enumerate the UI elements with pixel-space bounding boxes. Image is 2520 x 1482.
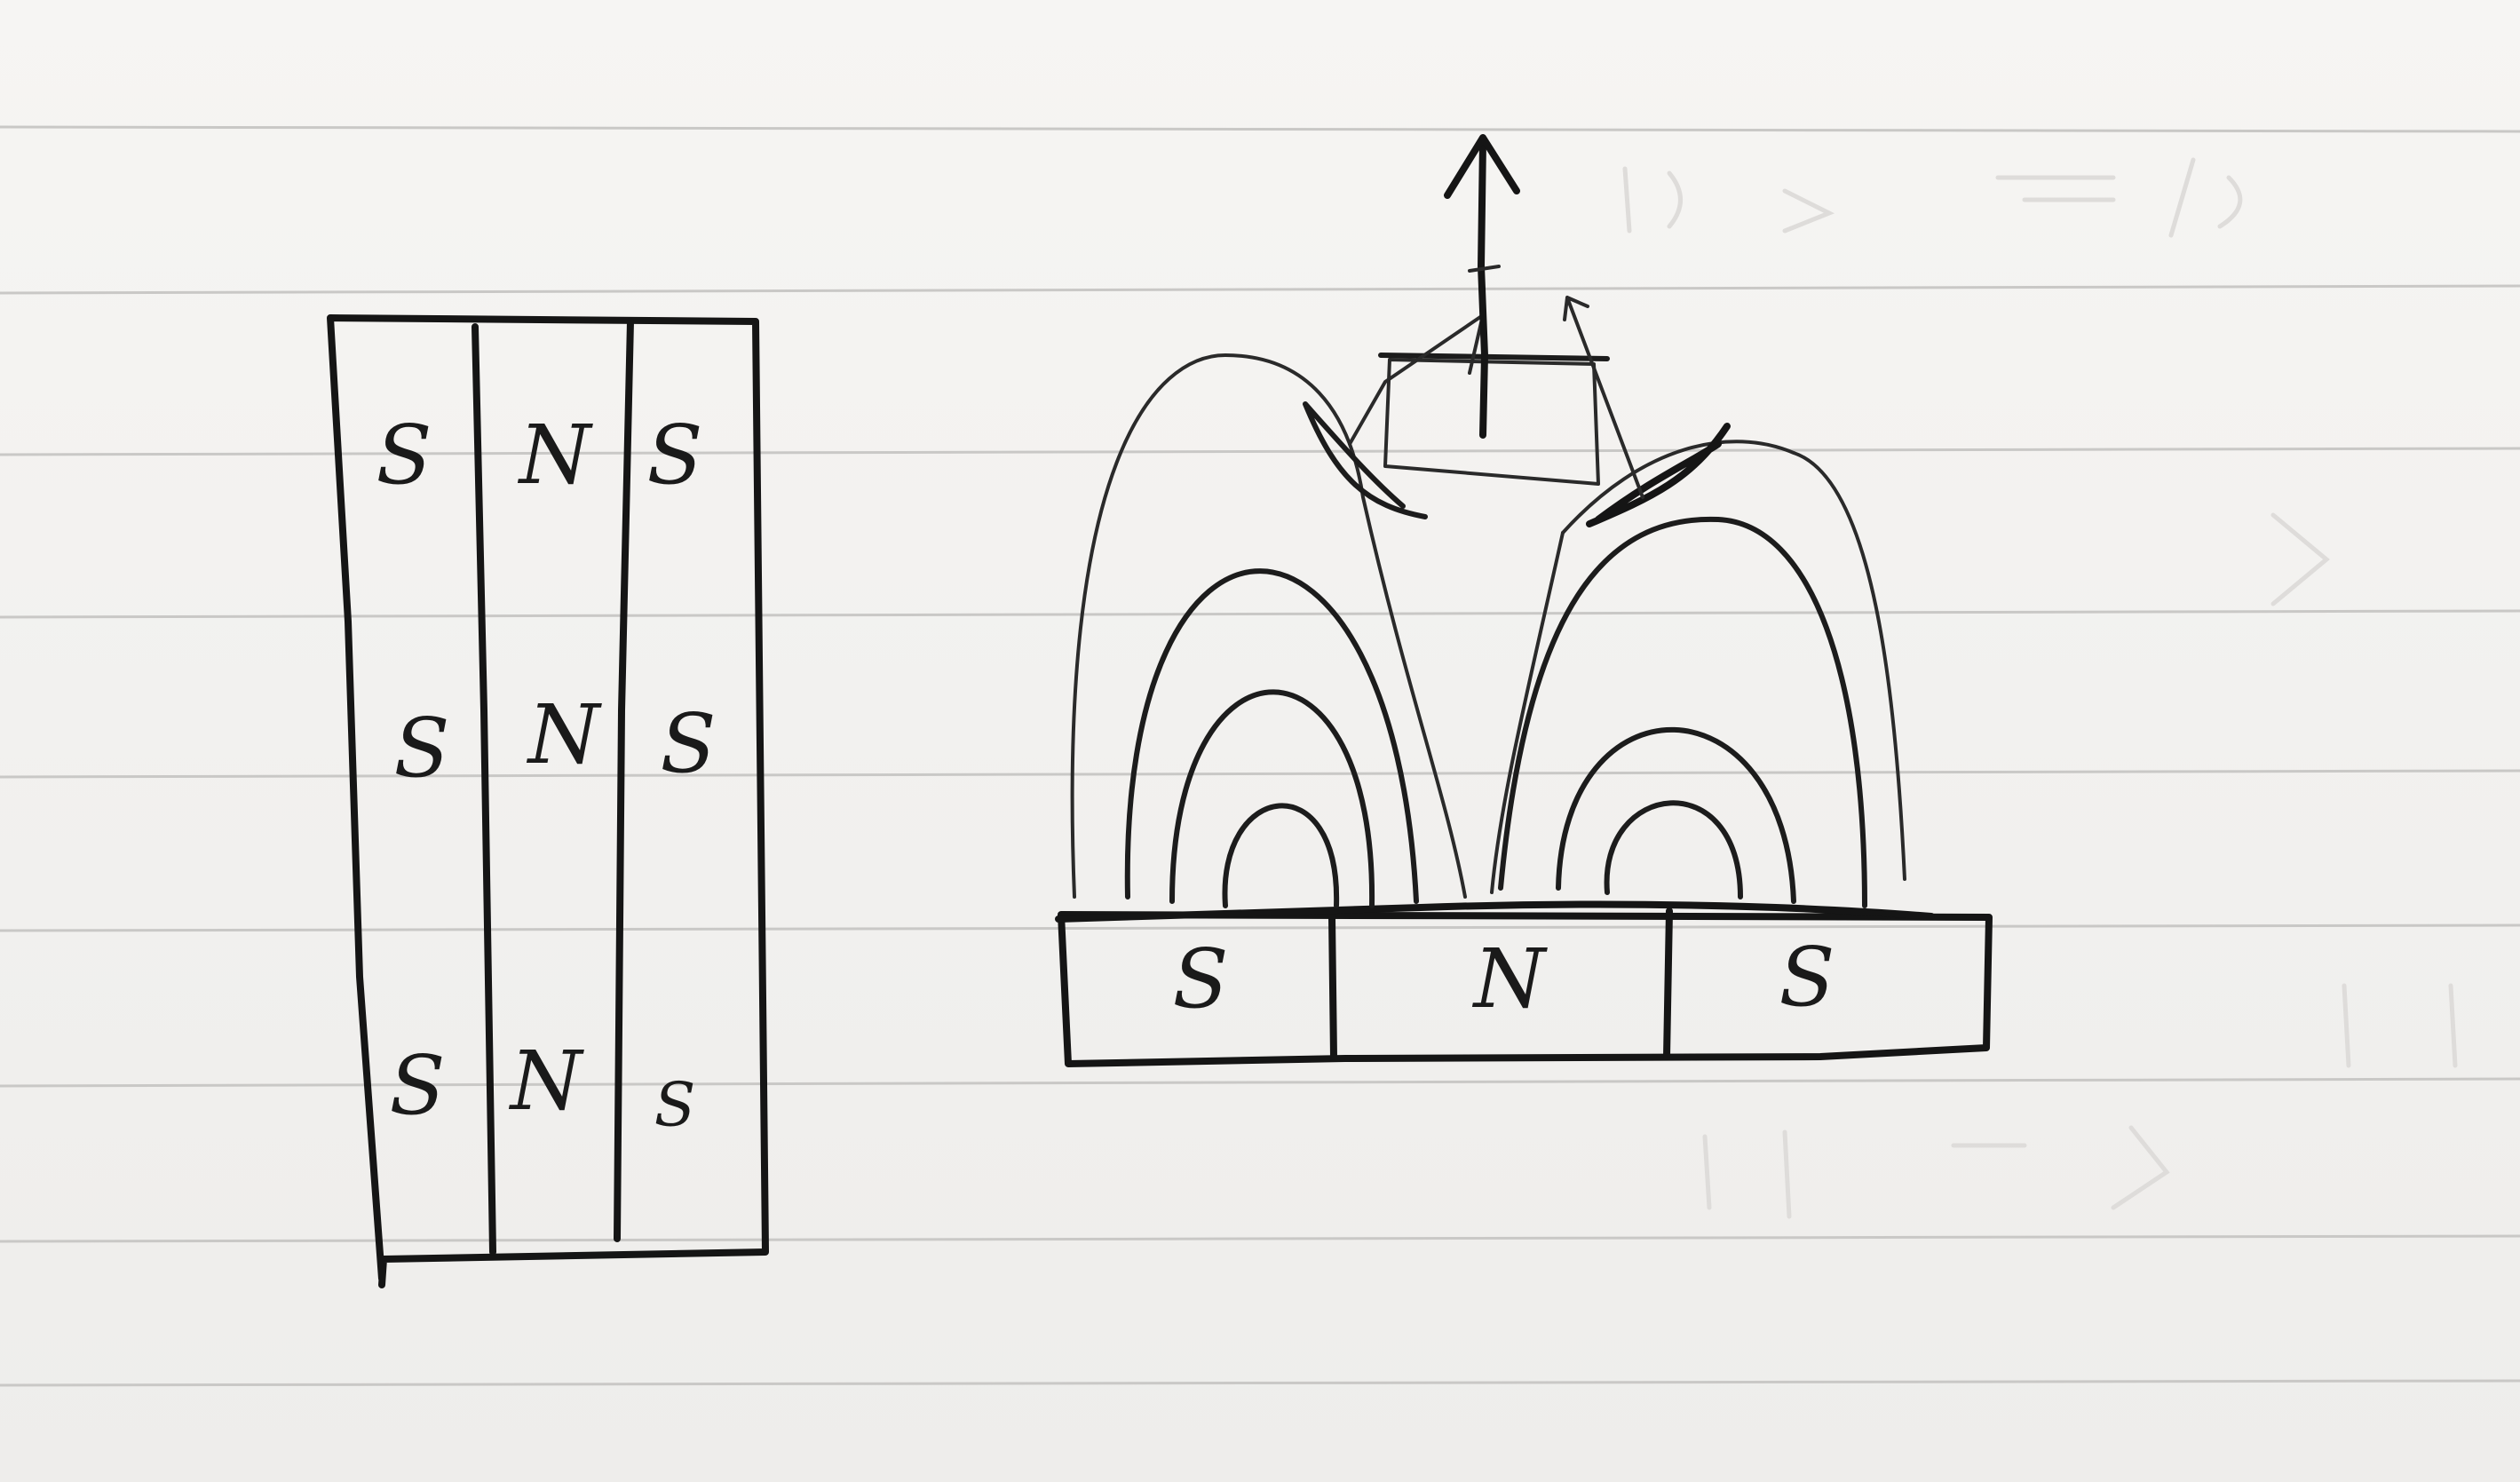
bar-divider-2 <box>1663 907 1673 1060</box>
grid-divider-2 <box>614 318 634 1242</box>
top-view-magnet-grid: S N S S N S S N S <box>327 314 769 1288</box>
grid-pole-r2-c1: S <box>393 701 449 796</box>
object-box <box>1383 358 1600 486</box>
ruled-lines <box>0 125 2520 1387</box>
right-plate-arrow <box>1563 296 1644 499</box>
object-legs <box>1348 313 1485 446</box>
grid-pole-r2-c3: S <box>660 696 716 791</box>
field-line-left-1 <box>1222 803 1340 908</box>
bar-pole-2: N <box>1472 931 1549 1026</box>
field-line-left-3 <box>1124 568 1419 904</box>
show-through-marks <box>1622 157 2458 1219</box>
field-line-right-4 <box>1561 440 1906 881</box>
bar-top-surface <box>1055 900 1935 923</box>
bar-outline <box>1058 911 1993 1067</box>
bar-pole-3: S <box>1779 930 1835 1025</box>
grid-pole-r1-c3: S <box>646 408 702 503</box>
field-line-right-3 <box>1498 516 1867 908</box>
force-arrow-shaft <box>1478 139 1488 439</box>
side-view-magnet-bar: S N S <box>1055 900 1993 1067</box>
field-line-center <box>1490 531 1565 894</box>
field-line-left-4 <box>1070 353 1467 899</box>
right-tilted-plate <box>1586 423 1731 527</box>
grid-pole-r3-c3: S <box>654 1071 696 1141</box>
object-top-edge <box>1378 353 1610 361</box>
bar-pole-1: S <box>1172 931 1228 1026</box>
grid-divider-1 <box>472 323 496 1256</box>
field-lines <box>1070 353 1906 908</box>
grid-pole-r1-c2: N <box>518 408 594 503</box>
bar-divider-1 <box>1328 914 1337 1060</box>
left-tilted-plate <box>1303 401 1428 519</box>
force-arrow-head <box>1444 134 1520 199</box>
grid-outline <box>327 314 769 1288</box>
field-line-right-2 <box>1556 726 1796 904</box>
grid-pole-r1-c1: S <box>376 408 432 503</box>
force-arrow-tick <box>1468 265 1501 273</box>
field-line-left-2 <box>1169 689 1375 908</box>
levitating-object <box>1303 296 1731 527</box>
grid-pole-r3-c1: S <box>389 1038 445 1133</box>
field-line-right-1 <box>1604 800 1743 900</box>
upward-force-arrow <box>1444 134 1520 439</box>
grid-pole-r3-c2: N <box>509 1034 585 1129</box>
grid-pole-r2-c2: N <box>527 687 603 782</box>
